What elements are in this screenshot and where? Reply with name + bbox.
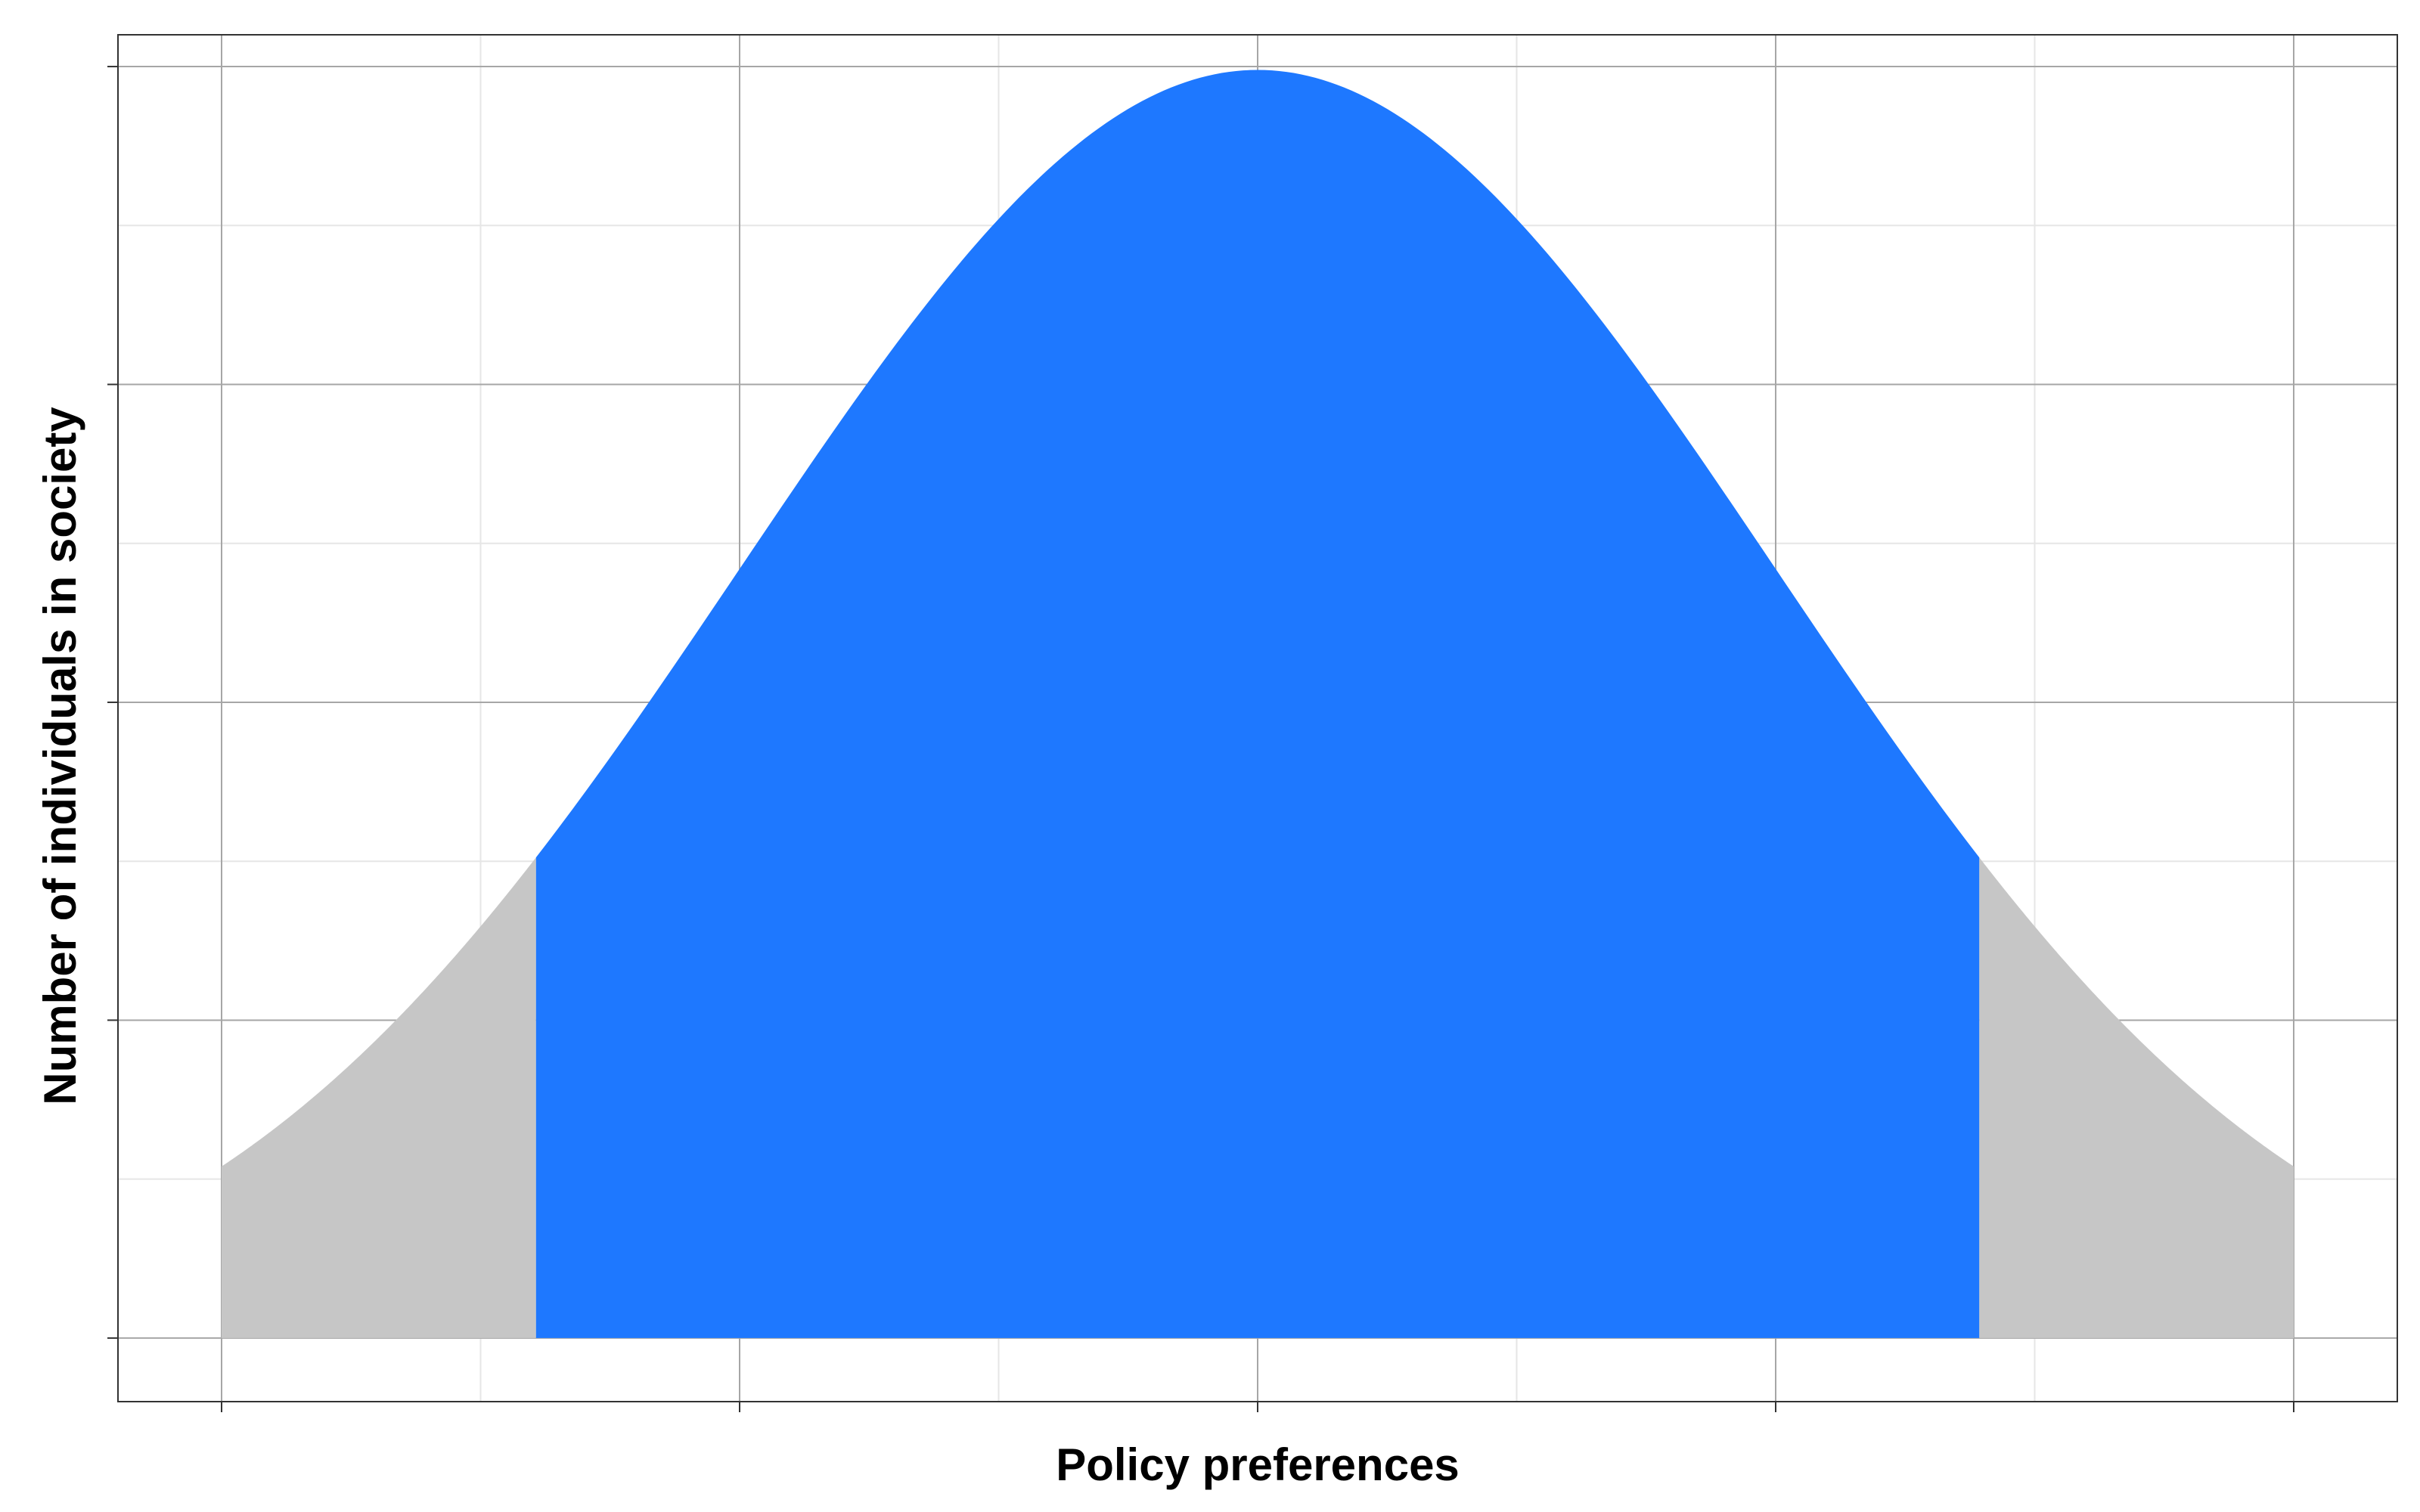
density-areas (222, 70, 2294, 1338)
axis-ticks (107, 66, 2294, 1412)
x-axis-title: Policy preferences (1056, 1439, 1460, 1490)
right-tail-area (1979, 857, 2294, 1338)
center-area (535, 70, 1980, 1338)
y-axis-title: Number of individuals in society (35, 407, 85, 1105)
left-tail-area (222, 857, 536, 1338)
